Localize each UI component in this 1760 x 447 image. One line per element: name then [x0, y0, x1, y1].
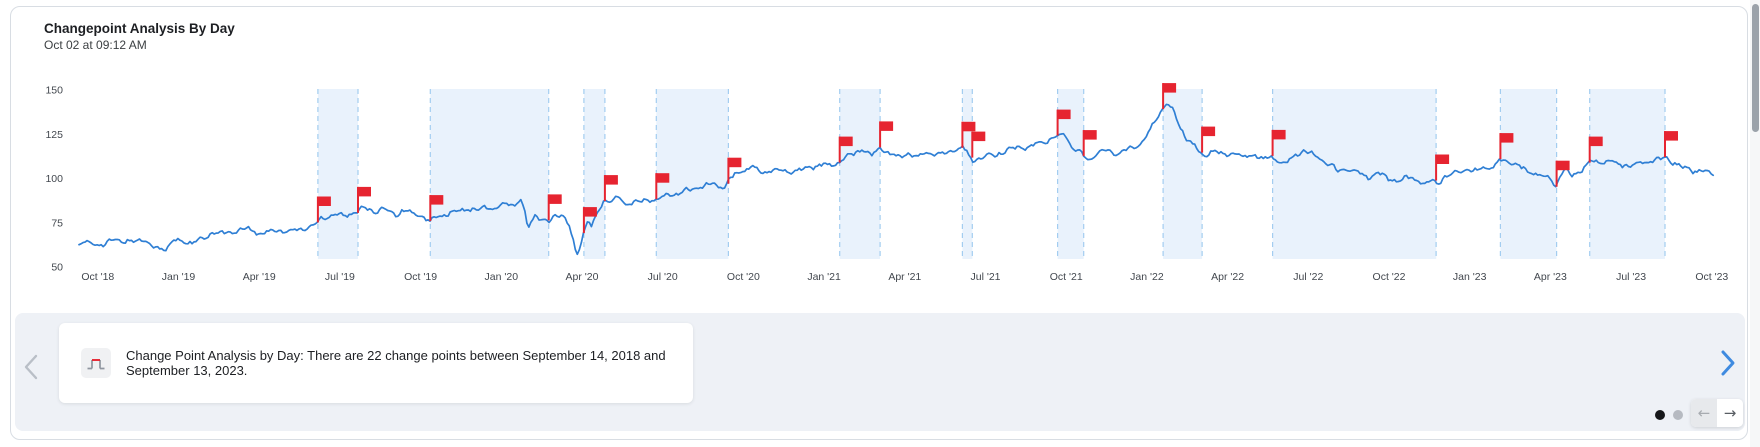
x-tick-label: Oct '20 [727, 271, 760, 283]
x-tick-label: Apr '21 [888, 271, 921, 283]
page-title: Changepoint Analysis By Day [44, 21, 235, 36]
chevron-right-icon [1721, 350, 1735, 376]
y-tick-label: 100 [45, 173, 63, 185]
changepoint-flag [1272, 129, 1286, 140]
y-tick-label: 125 [45, 129, 63, 141]
x-tick-label: Apr '20 [566, 271, 599, 283]
changepoint-band [583, 89, 605, 259]
x-tick-label: Jul '22 [1293, 271, 1323, 283]
changepoint-flag [1083, 130, 1097, 140]
changepoint-step-icon [81, 348, 111, 378]
changepoint-flag [1057, 109, 1071, 120]
x-tick-label: Oct '21 [1050, 271, 1083, 283]
changepoint-chart[interactable]: 150 125 100 75 50 Oct '18 Jan '19 Apr '19 Jul '1… [11, 7, 1748, 319]
x-tick-label: Jan '21 [807, 271, 841, 283]
changepoint-flag [655, 173, 670, 183]
changepoint-flag [961, 121, 976, 132]
x-tick-label: Oct '22 [1373, 271, 1406, 283]
changepoint-band [1163, 89, 1203, 259]
changepoint-flag [879, 121, 894, 131]
changepoint-flag [1589, 136, 1603, 147]
changepoint-flag [1664, 131, 1678, 141]
changepoint-flag [317, 196, 331, 206]
changepoint-flag [604, 175, 618, 185]
x-tick-label: Apr '22 [1211, 271, 1244, 283]
x-tick-label: Jan '19 [162, 271, 196, 283]
changepoint-analysis-card: 150 125 100 75 50 Oct '18 Jan '19 Apr '19 Jul '1… [10, 6, 1748, 440]
y-tick-label: 50 [51, 262, 63, 274]
changepoint-flag [1499, 133, 1514, 143]
insight-card: Change Point Analysis by Day: There are … [59, 323, 693, 403]
y-tick-label: 75 [51, 217, 63, 229]
changepoint-flag [583, 207, 597, 217]
x-tick-label: Jul '23 [1616, 271, 1646, 283]
series-line [78, 103, 1715, 256]
pager-back-button[interactable]: ← [1691, 399, 1717, 427]
carousel-next-button[interactable] [1719, 349, 1737, 380]
changepoint-band [962, 89, 973, 259]
changepoint-band [1272, 89, 1437, 259]
changepoint-band [839, 89, 881, 259]
x-tick-label: Apr '19 [243, 271, 276, 283]
changepoint-band [430, 89, 549, 259]
changepoint-flag [971, 131, 986, 142]
changepoint-flag [1556, 160, 1570, 171]
chart-timestamp: Oct 02 at 09:12 AM [44, 38, 147, 52]
page-scrollbar-track [1750, 0, 1760, 447]
changepoint-flag [357, 186, 371, 197]
changepoint-band [1500, 89, 1557, 259]
x-tick-label: Jan '22 [1130, 271, 1164, 283]
x-tick-label: Jul '19 [325, 271, 355, 283]
pager-forward-button[interactable]: → [1717, 399, 1743, 427]
changepoint-flag [1201, 126, 1216, 137]
pager-buttons: ← → [1691, 399, 1743, 427]
changepoint-band [1589, 89, 1665, 259]
x-tick-label: Jan '23 [1453, 271, 1487, 283]
y-tick-label: 150 [45, 85, 63, 97]
carousel-dots [1655, 410, 1683, 420]
changepoint-flag [1162, 83, 1177, 93]
x-tick-label: Apr '23 [1534, 271, 1567, 283]
changepoint-flag [429, 195, 444, 205]
page-scrollbar-thumb[interactable] [1751, 4, 1759, 132]
x-tick-label: Oct '23 [1695, 271, 1728, 283]
x-tick-label: Jan '20 [485, 271, 519, 283]
x-tick-label: Oct '18 [81, 271, 114, 283]
carousel-prev-button[interactable] [21, 353, 41, 384]
changepoint-flag [548, 194, 562, 204]
carousel-dot-2[interactable] [1673, 410, 1683, 420]
chevron-left-icon [24, 354, 38, 380]
x-tick-label: Jul '20 [648, 271, 678, 283]
changepoint-band [317, 89, 358, 259]
insight-caption: Change Point Analysis by Day: There are … [126, 348, 666, 378]
carousel-dot-1[interactable] [1655, 410, 1665, 420]
x-tick-label: Jul '21 [970, 271, 1000, 283]
x-tick-label: Oct '19 [404, 271, 437, 283]
insight-carousel: Change Point Analysis by Day: There are … [15, 313, 1745, 431]
changepoint-flag [839, 136, 853, 147]
chart-header: Changepoint Analysis By Day Oct 02 at 09… [44, 20, 235, 53]
changepoint-flag [727, 157, 742, 168]
changepoint-flag [1435, 154, 1450, 164]
